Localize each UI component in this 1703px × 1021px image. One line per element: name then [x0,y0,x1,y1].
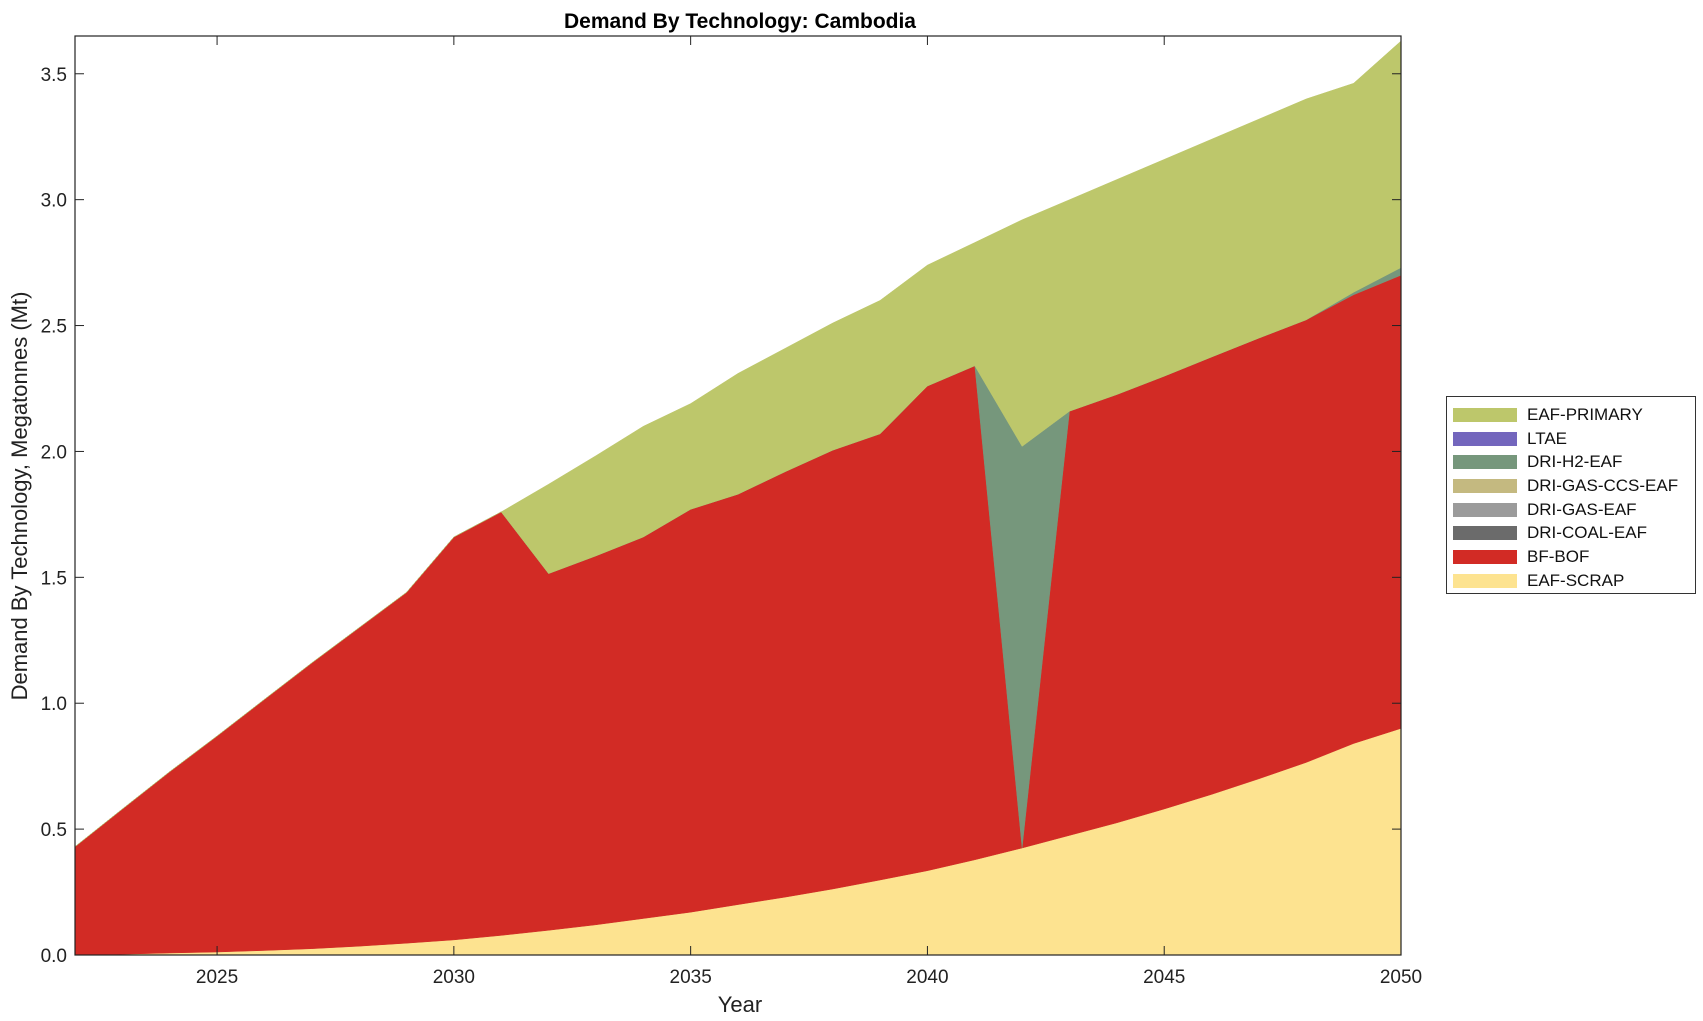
y-tick-label: 1.5 [41,568,67,589]
legend-item-dri-gas-ccs-eaf: DRI-GAS-CCS-EAF [1447,474,1695,498]
legend-swatch [1453,407,1517,422]
chart-legend: EAF-PRIMARY LTAE DRI-H2-EAF DRI-GAS-CCS-EAF… [1446,396,1696,594]
legend-swatch [1453,431,1517,446]
x-axis-label: Year [718,992,762,1017]
legend-item-bf-bof: BF-BOF [1447,545,1695,569]
y-tick-label: 0.0 [41,946,67,967]
legend-label: BF-BOF [1527,546,1590,566]
y-tick-label: 0.5 [41,820,67,841]
legend-label: EAF-PRIMARY [1527,404,1643,424]
legend-label: EAF-SCRAP [1527,570,1625,590]
area-layers [74,40,1402,956]
axis-ticks: 2025 2030 2035 2040 2045 2050 0.0 0.5 1.0 1.5 2.0 2… [41,36,1422,988]
x-tick-label: 2040 [906,967,948,988]
legend-swatch [1453,526,1517,541]
x-tick-label: 2025 [196,967,238,988]
legend-swatch [1453,478,1517,493]
legend-swatch [1453,502,1517,517]
y-tick-label: 1.0 [41,694,67,715]
legend-label: DRI-COAL-EAF [1527,523,1647,543]
x-tick-label: 2050 [1380,967,1422,988]
y-tick-label: 2.5 [41,317,67,338]
y-tick-label: 2.0 [41,442,67,463]
legend-swatch [1453,573,1517,588]
legend-item-dri-coal-eaf: DRI-COAL-EAF [1447,521,1695,545]
y-tick-label: 3.0 [41,191,67,212]
y-tick-label: 3.5 [41,65,67,86]
legend-label: DRI-GAS-EAF [1527,499,1637,519]
legend-swatch [1453,549,1517,564]
legend-item-eaf-scrap: EAF-SCRAP [1447,569,1695,593]
x-tick-label: 2035 [670,967,712,988]
legend-label: DRI-H2-EAF [1527,452,1623,472]
legend-item-eaf-primary: EAF-PRIMARY [1447,403,1695,427]
x-tick-label: 2030 [433,967,475,988]
plot-frame [74,35,1402,956]
legend-label: DRI-GAS-CCS-EAF [1527,475,1679,495]
legend-item-dri-gas-eaf: DRI-GAS-EAF [1447,498,1695,522]
legend-swatch [1453,455,1517,470]
legend-item-dri-h2-eaf: DRI-H2-EAF [1447,450,1695,474]
legend-label: LTAE [1527,428,1567,448]
chart-title: Demand By Technology: Cambodia [564,10,916,33]
x-tick-label: 2045 [1143,967,1185,988]
y-axis-label: Demand By Technology, Megatonnes (Mt) [7,292,32,701]
legend-item-ltae: LTAE [1447,427,1695,451]
